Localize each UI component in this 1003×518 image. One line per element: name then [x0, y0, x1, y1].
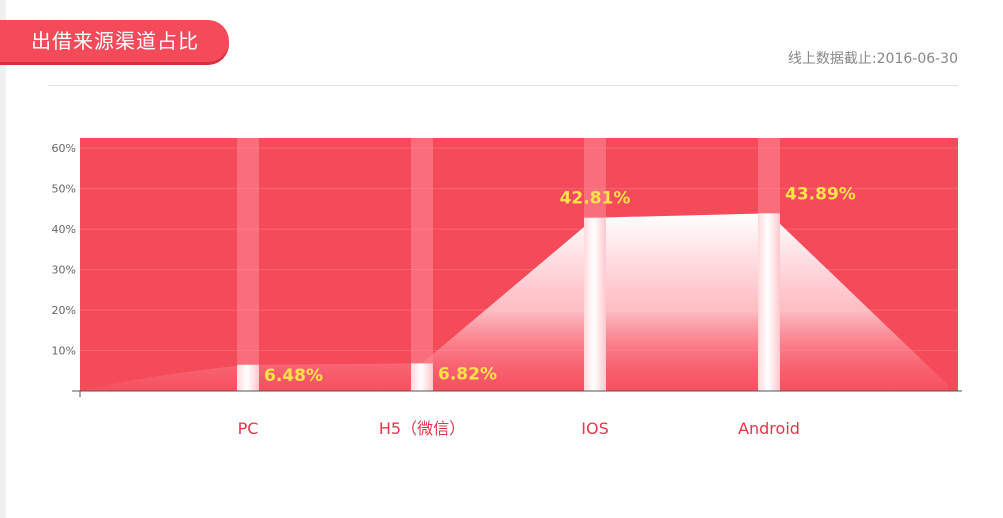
area-fill [80, 213, 948, 391]
bar-track [411, 138, 433, 391]
y-tick-label: 30% [52, 264, 76, 277]
header-divider [48, 85, 958, 86]
y-tick-label: 20% [52, 304, 76, 317]
value-label: 6.82% [438, 364, 497, 384]
value-label: 43.89% [785, 184, 856, 204]
left-rail [0, 0, 6, 518]
category-label: Android [738, 419, 800, 438]
category-label: PC [238, 419, 259, 438]
section-title: 出借来源渠道占比 [31, 29, 199, 53]
value-label: 42.81% [560, 189, 631, 209]
value-label: 6.48% [264, 366, 323, 386]
y-tick-label: 50% [52, 183, 76, 196]
bar-track [237, 138, 259, 391]
bar [411, 363, 433, 391]
section-title-tab: 出借来源渠道占比 [0, 20, 229, 62]
category-label: H5（微信） [379, 419, 465, 438]
data-cutoff-date: 线上数据截止:2016-06-30 [787, 51, 958, 67]
y-tick-label: 40% [52, 223, 76, 236]
category-label: IOS [581, 419, 608, 438]
y-tick-label: 10% [52, 345, 76, 358]
y-tick-label: 60% [52, 142, 76, 155]
bar [584, 217, 606, 391]
bar [237, 364, 259, 391]
bar [758, 213, 780, 391]
